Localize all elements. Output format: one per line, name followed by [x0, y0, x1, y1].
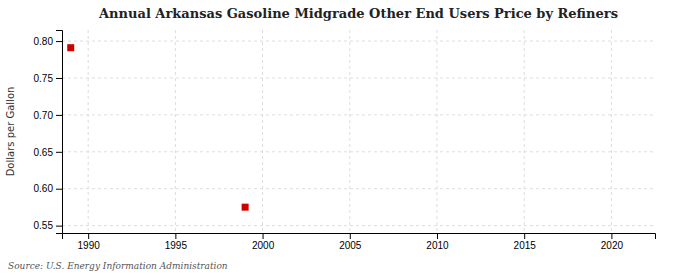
tick-mark	[437, 233, 438, 239]
axis-line	[56, 31, 63, 234]
tick-label: 2015	[514, 240, 537, 251]
tick-label: 1995	[165, 240, 188, 251]
tick: 2020	[601, 233, 624, 251]
grid-line	[62, 151, 655, 152]
grid-line	[62, 41, 655, 42]
axis-line	[63, 234, 656, 240]
annotation: Source: U.S. Energy Information Administ…	[8, 261, 228, 271]
grid-line	[62, 114, 655, 115]
tick: 2015	[514, 233, 537, 251]
tick-label: 1990	[78, 240, 101, 251]
points	[67, 44, 248, 210]
tick: 2005	[339, 233, 362, 251]
tick-label: 2020	[601, 240, 624, 251]
tick: 0.60	[34, 183, 62, 194]
tick-mark	[56, 78, 62, 79]
tick-label: 0.65	[34, 147, 54, 158]
grid-line	[262, 30, 263, 233]
y-axis-title: Dollars per Gallon	[5, 87, 16, 177]
tick-mark	[524, 233, 525, 239]
tick: 1990	[78, 233, 101, 251]
tick: 2010	[426, 233, 449, 251]
tick-label: 0.80	[34, 36, 54, 47]
tick-mark	[56, 152, 62, 153]
tick: 0.75	[34, 73, 62, 84]
grid-line	[88, 30, 89, 233]
tick-label: 2010	[426, 240, 449, 251]
tick-label: 0.75	[34, 73, 54, 84]
tick: 2000	[252, 233, 275, 251]
grid-line	[175, 30, 176, 233]
tick-mark	[56, 41, 62, 42]
point	[67, 44, 74, 51]
tick: 0.55	[34, 220, 62, 231]
grid-line	[349, 30, 350, 233]
tick: 0.65	[34, 147, 62, 158]
tick-mark	[611, 233, 612, 239]
grid-line	[524, 30, 525, 233]
tick-mark	[56, 115, 62, 116]
chart: 1990 1995 2000 2005 2010 2015 2020 0.55 0.60 0.65…	[0, 0, 675, 275]
tick-label: 0.70	[34, 110, 54, 121]
y-axis: 0.55 0.60 0.65 0.70 0.75 0.80	[34, 31, 63, 234]
tick: 0.80	[34, 36, 62, 47]
tick-mark	[88, 233, 89, 239]
tick-label: 0.55	[34, 220, 54, 231]
tick-label: 2005	[339, 240, 362, 251]
tick-mark	[175, 233, 176, 239]
grid-line	[611, 30, 612, 233]
point	[242, 204, 249, 211]
tick: 0.70	[34, 110, 62, 121]
title: Annual Arkansas Gasoline Midgrade Other …	[98, 6, 618, 21]
grid	[62, 30, 655, 233]
grid-line	[62, 225, 655, 226]
tick-mark	[56, 226, 62, 227]
tick-label: 2000	[252, 240, 275, 251]
x-axis: 1990 1995 2000 2005 2010 2015 2020	[63, 233, 656, 251]
tick: 1995	[165, 233, 188, 251]
tick-mark	[350, 233, 351, 239]
grid-line	[62, 77, 655, 78]
tick-mark	[56, 189, 62, 190]
plot: 1990 1995 2000 2005 2010 2015 2020 0.55 0.60 0.65…	[34, 30, 656, 251]
grid-line	[62, 188, 655, 189]
tick-mark	[263, 233, 264, 239]
grid-line	[436, 30, 437, 233]
tick-label: 0.60	[34, 183, 54, 194]
